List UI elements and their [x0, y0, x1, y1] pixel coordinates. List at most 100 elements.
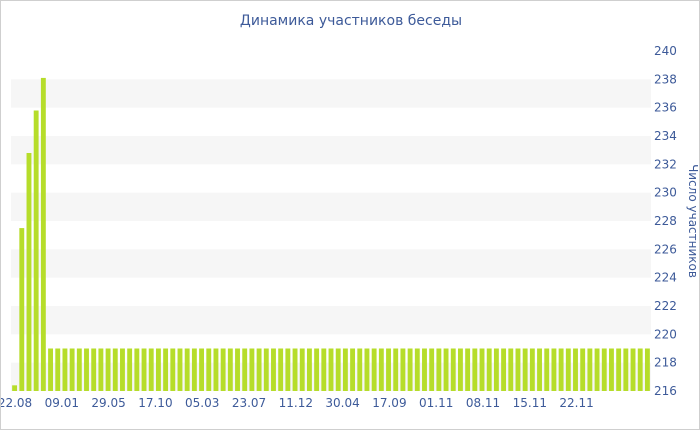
bar	[278, 348, 284, 391]
bar	[306, 348, 312, 391]
bar	[40, 77, 46, 392]
x-tick-label: 30.04	[325, 396, 359, 410]
bar	[479, 348, 485, 391]
bar	[112, 348, 118, 391]
bar	[630, 348, 636, 391]
bar	[12, 385, 18, 391]
y-tick-label: 224	[654, 271, 677, 285]
y-tick-label: 234	[654, 129, 677, 143]
x-tick-label: 29.05	[91, 396, 125, 410]
y-tick-label: 230	[654, 186, 677, 200]
bar	[314, 348, 320, 391]
bar	[328, 348, 334, 391]
bar	[594, 348, 600, 391]
bar	[465, 348, 471, 391]
y-tick-label: 220	[654, 327, 677, 341]
y-tick-label: 218	[654, 356, 677, 370]
bar	[155, 348, 161, 391]
y-tick-label: 216	[654, 384, 677, 398]
bar	[184, 348, 190, 391]
bar	[364, 348, 370, 391]
bar	[177, 348, 183, 391]
grid-band	[11, 306, 651, 335]
y-axis-label: Число участников	[686, 164, 700, 278]
bar	[414, 348, 420, 391]
y-axis-ticks: 216 218 220 222 224 226 228 230 232 234 236 238 240	[654, 44, 677, 398]
bar	[601, 348, 607, 391]
x-tick-label: 11.12	[279, 396, 313, 410]
bar	[616, 348, 622, 391]
bar	[644, 348, 650, 391]
bar	[393, 348, 399, 391]
bar	[55, 348, 61, 391]
bar	[529, 348, 535, 391]
x-tick-label: 17.09	[372, 396, 406, 410]
bar	[580, 348, 586, 391]
bar	[371, 348, 377, 391]
x-axis-ticks: 22.08 09.01 29.05 17.10 05.03 23.07 11.12 30.04…	[1, 396, 594, 410]
bar	[285, 348, 291, 391]
y-tick-label: 232	[654, 157, 677, 171]
bar	[357, 348, 363, 391]
bar	[91, 348, 97, 391]
bar	[486, 348, 492, 391]
x-tick-label: 05.03	[185, 396, 219, 410]
bar	[33, 110, 39, 391]
bar	[220, 348, 226, 391]
bar	[134, 348, 140, 391]
x-tick-label: 01.11	[419, 396, 453, 410]
bar	[84, 348, 89, 391]
x-tick-label: 09.01	[45, 396, 79, 410]
grid-band	[11, 79, 651, 108]
x-tick-label: 17.10	[138, 396, 172, 410]
bar	[271, 348, 276, 391]
bar	[292, 348, 298, 391]
bar	[587, 348, 593, 391]
bar	[457, 348, 463, 391]
bar	[62, 348, 68, 391]
bar	[544, 348, 550, 391]
bar	[69, 348, 75, 391]
bar	[206, 348, 212, 391]
bar	[263, 348, 269, 391]
x-tick-label: 15.11	[513, 396, 547, 410]
bar	[242, 348, 248, 391]
chart-title: Динамика участников беседы	[239, 13, 463, 29]
bar	[443, 348, 449, 391]
x-tick-label: 08.11	[466, 396, 500, 410]
grid-band	[11, 192, 651, 221]
bar	[573, 348, 578, 391]
bar	[515, 348, 521, 391]
bar	[429, 348, 435, 391]
bar	[342, 348, 348, 391]
bar	[191, 348, 197, 391]
bar	[422, 348, 427, 391]
bar-series	[12, 77, 650, 392]
bar	[19, 228, 25, 391]
bar	[148, 348, 154, 391]
bar	[436, 348, 442, 391]
bar	[48, 348, 53, 391]
y-tick-label: 228	[654, 214, 677, 228]
bar	[501, 348, 507, 391]
x-tick-label: 22.11	[559, 396, 593, 410]
bar	[127, 348, 133, 391]
bar	[76, 348, 82, 391]
bar	[400, 348, 406, 391]
bar	[609, 348, 614, 391]
bar	[235, 348, 240, 391]
bar	[98, 348, 104, 391]
bar	[249, 348, 255, 391]
bar	[472, 348, 478, 391]
bar	[170, 348, 176, 391]
bar	[537, 348, 542, 391]
bar	[522, 348, 528, 391]
y-tick-label: 238	[654, 72, 677, 86]
y-tick-label: 236	[654, 101, 677, 115]
bar	[213, 348, 219, 391]
bar	[227, 348, 233, 391]
bar	[450, 348, 456, 391]
bar	[378, 348, 384, 391]
